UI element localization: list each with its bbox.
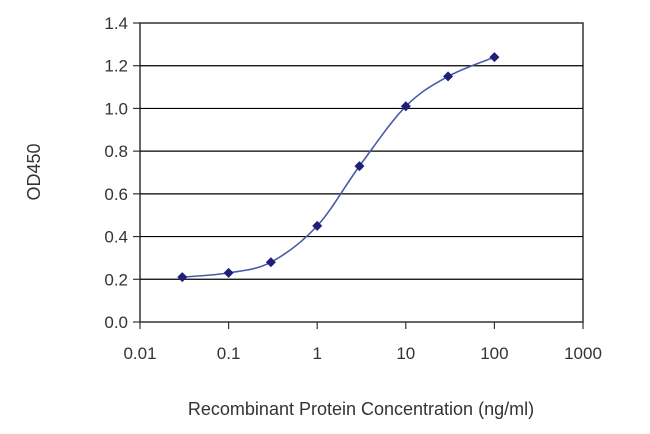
- plot-area: [139, 22, 584, 323]
- data-point: [177, 272, 188, 283]
- y-tick-label: 1.4: [104, 14, 128, 33]
- data-point: [312, 220, 323, 231]
- fitted-curve: [182, 56, 495, 278]
- grid-lines: [140, 65, 583, 280]
- x-tick-label: 10: [396, 344, 415, 363]
- x-axis-ticks: 0.01 0.1 1 10 100 1000: [123, 322, 602, 363]
- x-tick-label: 0.01: [123, 344, 156, 363]
- y-tick-label: 1.0: [104, 99, 128, 118]
- data-point: [400, 101, 411, 112]
- y-axis-title: OD450: [24, 143, 44, 200]
- y-tick-label: 0.8: [104, 142, 128, 161]
- y-tick-label: 0.4: [104, 228, 128, 247]
- data-point: [354, 161, 365, 172]
- data-point: [489, 52, 500, 63]
- y-axis-ticks: 0.0 0.2 0.4 0.6 0.8 1.0 1.2 1.4: [104, 14, 140, 332]
- data-points: [177, 52, 500, 283]
- x-tick-label: 100: [480, 344, 508, 363]
- x-tick-label: 1000: [564, 344, 602, 363]
- data-point: [265, 257, 276, 268]
- x-axis-title: Recombinant Protein Concentration (ng/ml…: [188, 399, 534, 419]
- y-tick-label: 1.2: [104, 57, 128, 76]
- x-tick-label: 0.1: [217, 344, 241, 363]
- x-tick-label: 1: [312, 344, 321, 363]
- data-point: [443, 71, 454, 82]
- y-tick-label: 0.2: [104, 270, 128, 289]
- y-tick-label: 0.0: [104, 313, 128, 332]
- y-tick-label: 0.6: [104, 185, 128, 204]
- data-point: [223, 267, 234, 278]
